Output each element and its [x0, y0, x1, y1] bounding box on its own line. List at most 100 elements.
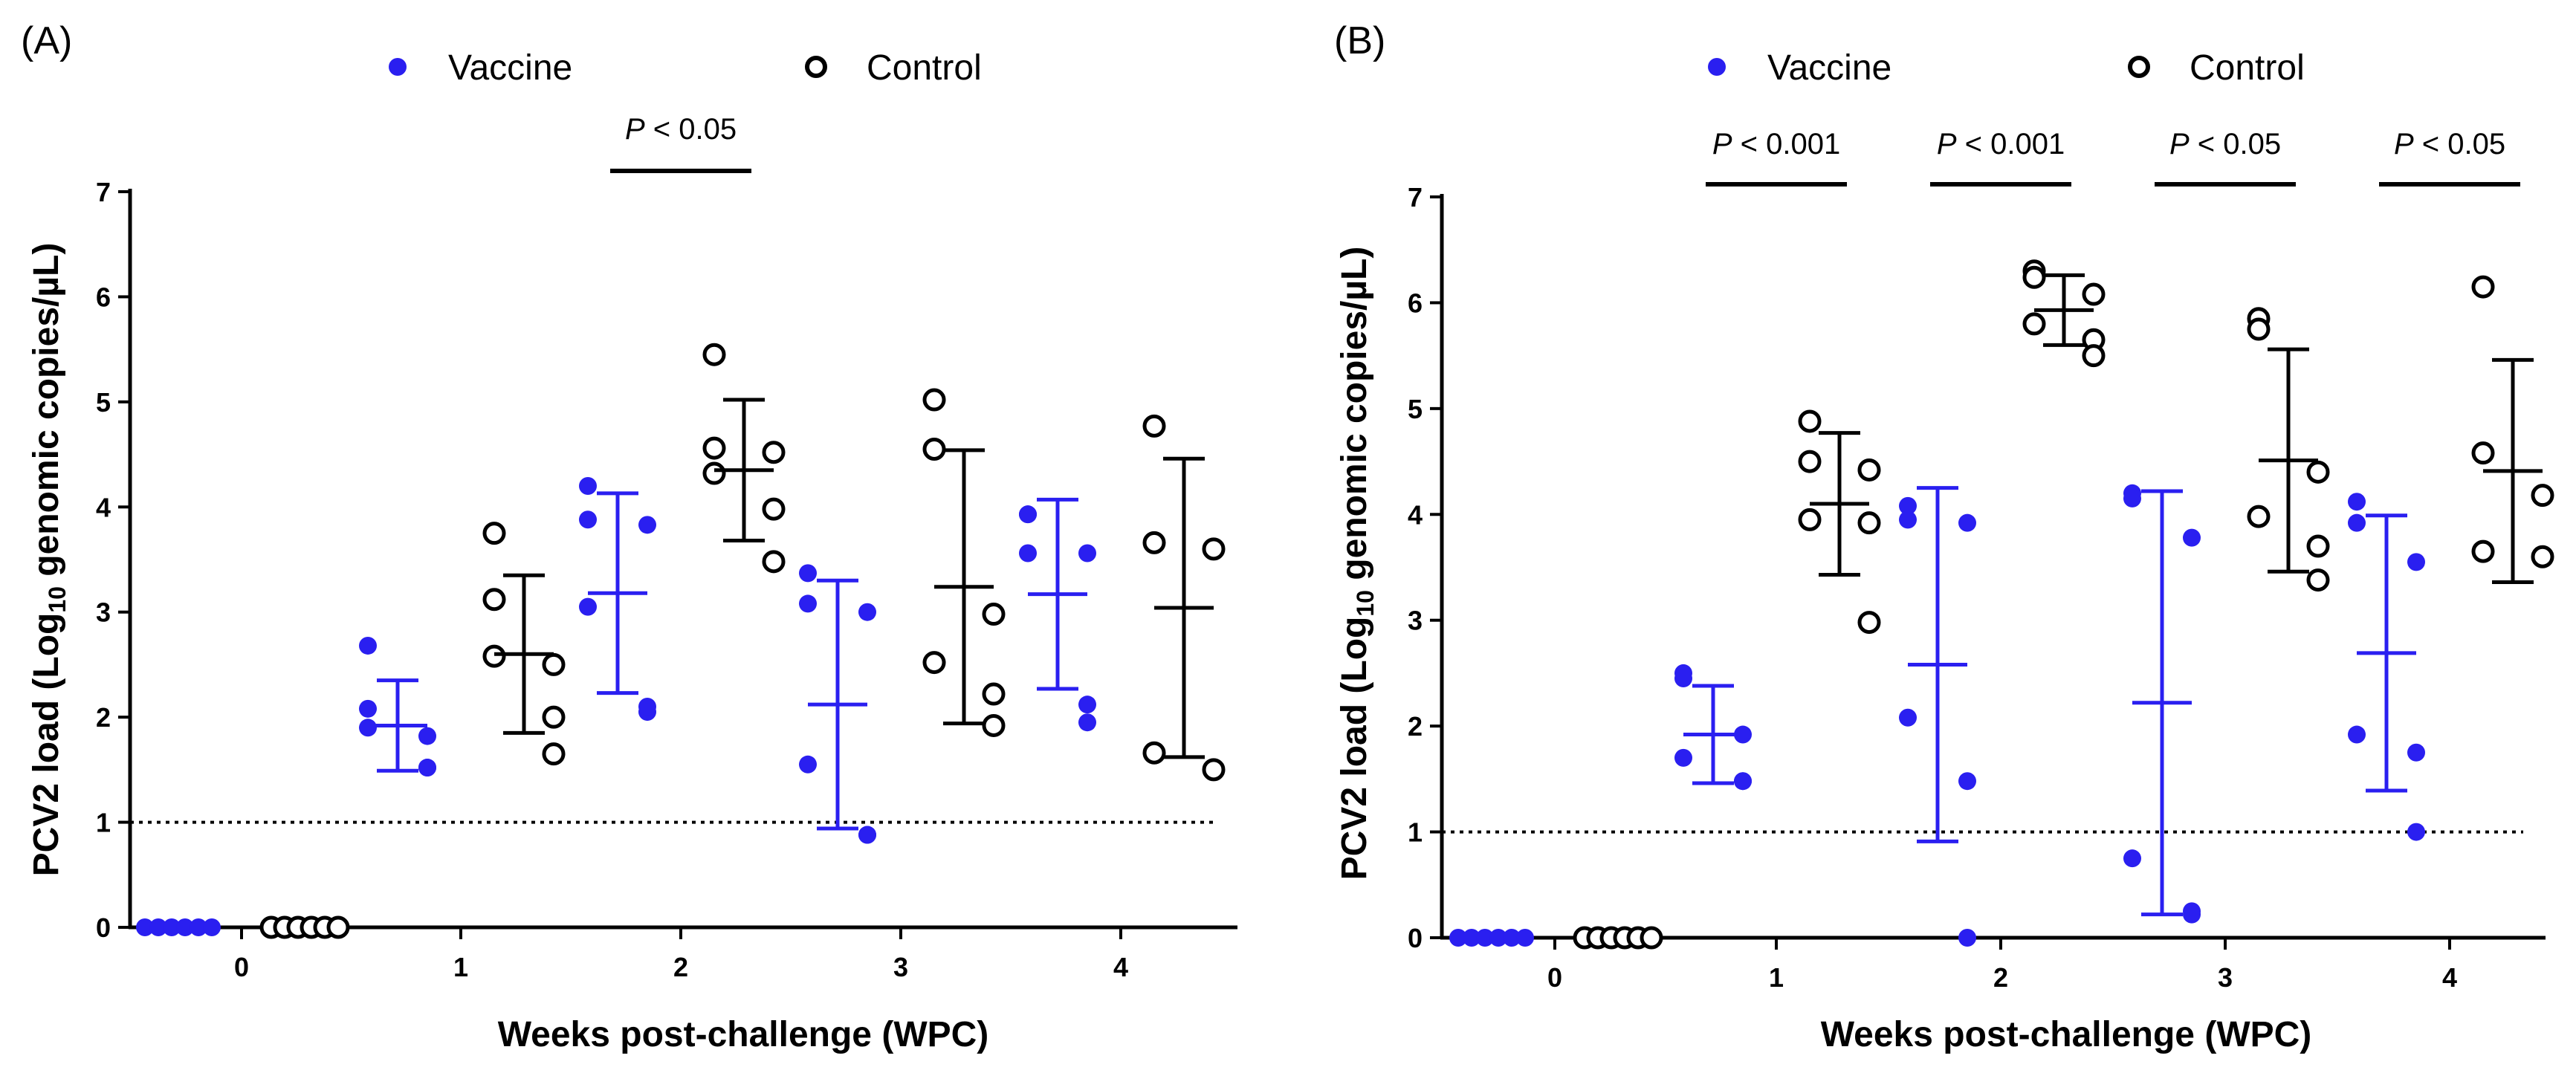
significance-p: P — [1712, 128, 1732, 160]
data-point — [359, 699, 377, 718]
data-point — [982, 603, 1006, 626]
group-week3-vaccine — [2123, 484, 2201, 924]
group-week2-control — [2022, 259, 2106, 368]
data-point — [762, 550, 786, 574]
data-point — [418, 759, 436, 777]
x-tick-label: 0 — [1547, 962, 1562, 993]
data-point — [2247, 505, 2271, 528]
significance-label: P < 0.001 — [1712, 128, 1840, 160]
x-tick-label: 1 — [453, 952, 468, 982]
data-point — [2348, 513, 2366, 532]
significance-p: P — [2394, 128, 2414, 160]
data-point — [702, 461, 726, 485]
data-point — [858, 826, 876, 844]
data-point — [542, 705, 566, 729]
significance-value: < 0.05 — [2414, 128, 2505, 160]
y-axis-title: PCV2 load (Log10 genomic copies/µL) — [1335, 247, 1379, 881]
data-point — [1958, 513, 1976, 532]
significance-p: P — [2169, 128, 2190, 160]
legend-vaccine-label: Vaccine — [1767, 48, 1891, 88]
data-point — [1899, 496, 1917, 515]
data-point — [1899, 510, 1917, 529]
legend-vaccine-marker — [389, 58, 407, 76]
y-axis-title-main: PCV2 load (Log — [1335, 617, 1374, 881]
data-point — [326, 915, 350, 939]
data-point — [858, 603, 876, 621]
x-axis-title: Weeks post-challenge (WPC) — [1821, 1015, 2312, 1054]
data-point — [1019, 544, 1037, 562]
group-week4-control — [1142, 414, 1226, 782]
group-week4-vaccine — [1019, 497, 1096, 732]
data-point — [579, 510, 597, 529]
group-week1-control — [482, 522, 566, 766]
y-axis-title-rest: genomic copies/µL) — [1335, 247, 1374, 590]
legend-vaccine-marker — [1708, 58, 1726, 76]
data-point — [922, 388, 946, 412]
group-week2-control — [702, 343, 786, 574]
group-week1-vaccine — [359, 636, 436, 777]
data-point — [1202, 758, 1226, 782]
data-point — [1142, 531, 1166, 554]
group-week1-vaccine — [1674, 664, 1752, 791]
y-tick-label: 1 — [1408, 817, 1423, 848]
data-point — [2183, 528, 2201, 547]
legend-control-label: Control — [2190, 48, 2305, 88]
data-point — [1202, 537, 1226, 561]
x-tick-label: 3 — [2218, 962, 2233, 993]
data-point — [2471, 539, 2495, 563]
data-point — [1142, 414, 1166, 438]
data-point — [1019, 505, 1037, 524]
y-tick-label: 1 — [96, 808, 111, 838]
significance-label: P < 0.05 — [625, 113, 737, 146]
y-tick-label: 5 — [1408, 394, 1423, 424]
data-point — [982, 713, 1006, 737]
data-point — [702, 343, 726, 366]
data-point — [2082, 282, 2106, 306]
x-tick-label: 2 — [673, 952, 688, 982]
data-point — [1476, 929, 1494, 947]
data-point — [2306, 534, 2330, 558]
data-point — [1516, 929, 1534, 947]
data-point — [638, 698, 656, 716]
y-tick-label: 4 — [1408, 499, 1423, 530]
data-point — [1857, 611, 1881, 635]
data-point — [176, 918, 194, 936]
data-point — [1899, 708, 1917, 727]
data-point — [2247, 317, 2271, 341]
y-tick-label: 0 — [96, 912, 111, 943]
data-point — [1078, 696, 1096, 714]
x-tick-label: 4 — [1113, 952, 1128, 982]
y-tick-label: 2 — [1408, 711, 1423, 742]
y-tick-label: 2 — [96, 702, 111, 733]
panel-a: (A) Vaccine Control 0 1 2 3 4 5 6 7 0 1 2 3 4 Weeks post… — [21, 19, 1237, 1054]
data-point — [2022, 312, 2046, 336]
data-point — [2183, 905, 2201, 924]
data-point — [359, 636, 377, 655]
data-point — [1463, 929, 1480, 947]
data-point — [1734, 772, 1752, 791]
group-week2-vaccine — [1899, 486, 1976, 947]
data-point — [1798, 409, 1822, 433]
data-point — [1078, 713, 1096, 732]
data-point — [1503, 929, 1521, 947]
significance-label: P < 0.05 — [2394, 128, 2505, 160]
data-point — [2471, 441, 2495, 465]
y-axis-title-subscript: 10 — [1352, 590, 1379, 617]
data-point — [136, 918, 154, 936]
group-week1-control — [1798, 409, 1881, 635]
data-point — [982, 682, 1006, 706]
y-axis-title-main: PCV2 load (Log — [27, 613, 66, 877]
data-point — [482, 588, 506, 612]
data-point — [922, 438, 946, 461]
significance-label: P < 0.001 — [1937, 128, 2065, 160]
significance-p: P — [1937, 128, 1957, 160]
x-tick-label: 4 — [2442, 962, 2457, 993]
y-tick-label: 7 — [1408, 182, 1423, 213]
data-point — [579, 597, 597, 616]
data-point — [2123, 849, 2141, 868]
significance-value: < 0.05 — [2190, 128, 2281, 160]
y-tick-label: 6 — [96, 282, 111, 312]
group-week0-vaccine — [136, 918, 221, 936]
data-point — [2306, 460, 2330, 484]
